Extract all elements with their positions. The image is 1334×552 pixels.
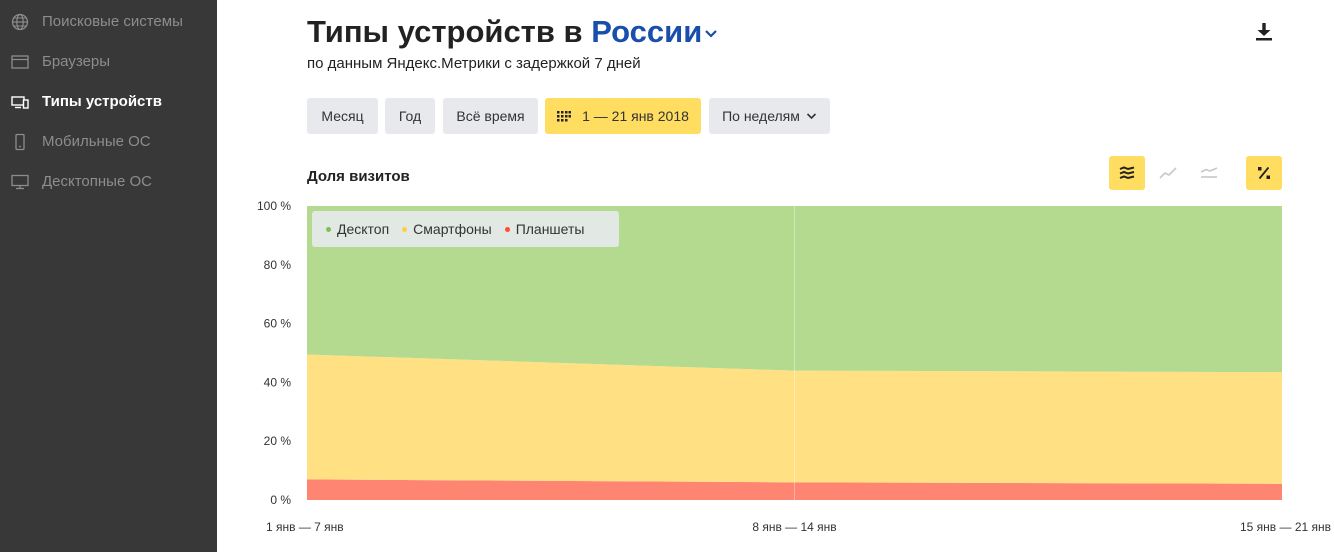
sidebar-item-browsers[interactable]: Браузеры — [0, 42, 217, 82]
legend-item-smartphones[interactable]: Смартфоны — [402, 221, 492, 237]
devices-icon — [11, 96, 29, 109]
sidebar-item-search-engines[interactable]: Поисковые системы — [0, 2, 217, 42]
percent-icon — [1258, 166, 1270, 180]
area-chart-button[interactable] — [1191, 156, 1227, 190]
page-subtitle: по данным Яндекс.Метрики с задержкой 7 д… — [307, 55, 641, 72]
area-series-0 — [307, 479, 1282, 500]
date-range-label: 1 — 21 янв 2018 — [582, 108, 689, 124]
stacked-area-chart-button[interactable] — [1109, 156, 1145, 190]
x-tick-label: 8 янв — 14 янв — [752, 520, 836, 534]
legend-dot — [504, 226, 510, 232]
globe-icon — [11, 13, 29, 31]
stacked-area-icon — [1119, 166, 1135, 180]
region-selector[interactable]: России — [591, 14, 703, 49]
sidebar: Поисковые системы Браузеры Типы устройст… — [0, 0, 217, 552]
chart-legend: Десктоп Смартфоны Планшеты — [312, 211, 619, 247]
grouping-label: По неделям — [722, 108, 800, 124]
legend-label: Планшеты — [515, 221, 585, 237]
legend-item-tablets[interactable]: Планшеты — [504, 221, 585, 237]
percent-toggle-button[interactable] — [1246, 156, 1282, 190]
y-tick-label: 80 % — [264, 258, 292, 272]
sidebar-item-label: Мобильные ОС — [42, 133, 151, 150]
legend-label: Десктоп — [337, 221, 390, 237]
line-chart-button[interactable] — [1150, 156, 1186, 190]
chart-title: Доля визитов — [307, 168, 410, 185]
y-tick-label: 40 % — [264, 375, 292, 389]
x-tick-label: 1 янв — 7 янв — [266, 520, 344, 534]
legend-item-desktop[interactable]: Десктоп — [326, 221, 389, 237]
legend-dot — [402, 226, 408, 232]
calendar-icon — [557, 110, 572, 121]
area-chart-icon — [1200, 167, 1218, 178]
period-year-button[interactable]: Год — [385, 98, 435, 134]
chevron-down-icon — [806, 113, 816, 120]
sidebar-item-label: Десктопные ОС — [42, 173, 152, 190]
period-all-time-button[interactable]: Всё время — [443, 98, 538, 134]
sidebar-item-label: Браузеры — [42, 53, 111, 70]
legend-label: Смартфоны — [413, 221, 492, 237]
legend-dot — [326, 226, 331, 232]
sidebar-item-label: Типы устройств — [42, 93, 162, 110]
period-month-button[interactable]: Месяц — [307, 98, 378, 134]
sidebar-item-desktop-os[interactable]: Десктопные ОС — [0, 162, 217, 202]
phone-icon — [15, 133, 25, 151]
download-icon[interactable] — [1254, 22, 1274, 42]
grouping-select[interactable]: По неделям — [709, 98, 830, 134]
date-range-button[interactable]: 1 — 21 янв 2018 — [545, 98, 701, 134]
y-tick-label: 60 % — [264, 317, 292, 331]
y-tick-label: 100 % — [257, 199, 291, 213]
y-tick-label: 20 % — [264, 434, 292, 448]
area-series-1 — [307, 354, 1282, 484]
sidebar-item-mobile-os[interactable]: Мобильные ОС — [0, 122, 217, 162]
browser-window-icon — [11, 55, 29, 69]
line-chart-icon — [1159, 167, 1177, 179]
y-tick-label: 0 % — [270, 493, 291, 507]
monitor-icon — [11, 174, 29, 190]
sidebar-item-label: Поисковые системы — [42, 13, 183, 30]
x-tick-label: 15 янв — 21 янв — [1240, 520, 1331, 534]
sidebar-item-device-types[interactable]: Типы устройств — [0, 82, 217, 122]
page-title-text: Типы устройств в — [307, 14, 583, 49]
page-title: Типы устройств в России — [307, 14, 718, 50]
chevron-down-icon[interactable] — [704, 28, 718, 40]
